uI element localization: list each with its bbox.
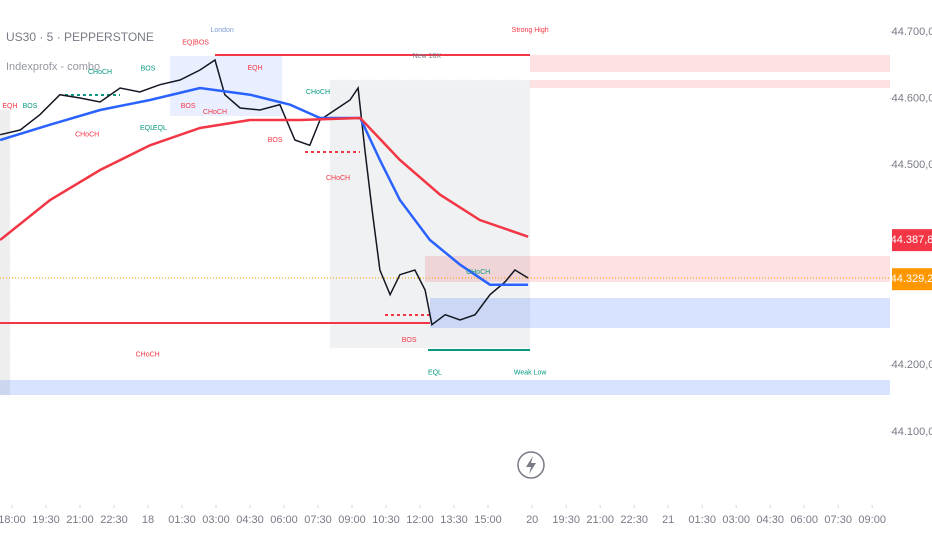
x-tick-label: 19:30 — [552, 514, 580, 526]
x-tick-label: 03:00 — [202, 514, 230, 526]
x-tick-label: 10:30 — [372, 514, 400, 526]
x-tick-label: 18:00 — [0, 514, 26, 526]
supply-zone — [530, 80, 890, 88]
x-tick-label: 03:00 — [722, 514, 750, 526]
y-tick-label: 44.200,0 — [892, 359, 932, 371]
chart-title: US30 · 5 · PEPPERSTONE — [6, 30, 154, 44]
x-tick-label: 18 — [142, 514, 154, 526]
annotation: CHoCH — [466, 269, 490, 276]
series-line — [0, 116, 529, 241]
annotation: BOS — [141, 66, 156, 73]
x-tick-label: 22:30 — [620, 514, 648, 526]
annotation: BOS — [402, 337, 417, 344]
x-tick-label: 19:30 — [32, 514, 60, 526]
annotation: EQH — [248, 65, 263, 72]
x-tick-label: 13:30 — [440, 514, 468, 526]
chart-subtitle: Indexprofx - combo — [6, 61, 100, 73]
y-tick-label: 44.700,0 — [892, 26, 932, 38]
x-tick-label: 15:00 — [474, 514, 502, 526]
x-tick-label: 07:30 — [304, 514, 332, 526]
annotation: London — [210, 27, 233, 34]
x-tick-label: 09:00 — [858, 514, 886, 526]
annotation: CHoCH — [75, 132, 99, 139]
y-tick-label: 44.600,0 — [892, 93, 932, 105]
price-label-box — [892, 268, 932, 291]
annotation: CHoCH — [203, 109, 227, 116]
annotation: CHoCH — [136, 352, 160, 359]
price-label: 44.329,2 — [891, 273, 932, 285]
annotation: Weak Low — [514, 370, 547, 377]
zones — [0, 54, 890, 396]
demand-zone — [0, 380, 890, 395]
x-tick-label: 04:30 — [756, 514, 784, 526]
supply-zone — [530, 55, 890, 72]
annotation: BOS — [23, 103, 38, 110]
x-tick-label: 09:00 — [338, 514, 366, 526]
session-box — [170, 56, 282, 116]
x-tick-label: 01:30 — [688, 514, 716, 526]
annotation: EQ|BOS — [182, 40, 209, 47]
annotation: BOS — [268, 137, 283, 144]
x-tick-label: 20 — [526, 514, 538, 526]
annotation: EQL — [428, 370, 442, 377]
annotation: EQH — [2, 103, 17, 110]
x-tick-label: 22:30 — [100, 514, 128, 526]
x-tick-label: 21 — [662, 514, 674, 526]
x-tick-label: 04:30 — [236, 514, 264, 526]
replay-icon[interactable] — [517, 451, 545, 479]
range-box — [0, 109, 11, 396]
series-line — [0, 86, 529, 286]
price-label: 44.387,8 — [891, 234, 932, 246]
y-tick-label: 44.100,0 — [892, 426, 932, 438]
x-tick-label: 06:00 — [270, 514, 298, 526]
y-tick-label: 44.500,0 — [892, 159, 932, 171]
annotation: New 16X — [413, 53, 442, 60]
demand-zone — [430, 298, 890, 328]
annotation: CHoCH — [88, 69, 112, 76]
price-label-box — [892, 229, 932, 252]
x-tick-label: 21:00 — [586, 514, 614, 526]
x-tick-label: 12:00 — [406, 514, 434, 526]
annotation: CHoCH — [326, 175, 350, 182]
x-tick-label: 21:00 — [66, 514, 94, 526]
annotation: CHoCH — [306, 89, 330, 96]
annotation: Strong High — [512, 27, 549, 34]
annotation: EQL — [153, 125, 167, 132]
x-tick-label: 07:30 — [824, 514, 852, 526]
annotation: EQL — [140, 125, 154, 132]
icon-bolt[interactable] — [526, 456, 536, 474]
x-tick-label: 06:00 — [790, 514, 818, 526]
annotation: BOS — [181, 103, 196, 110]
x-tick-label: 01:30 — [168, 514, 196, 526]
